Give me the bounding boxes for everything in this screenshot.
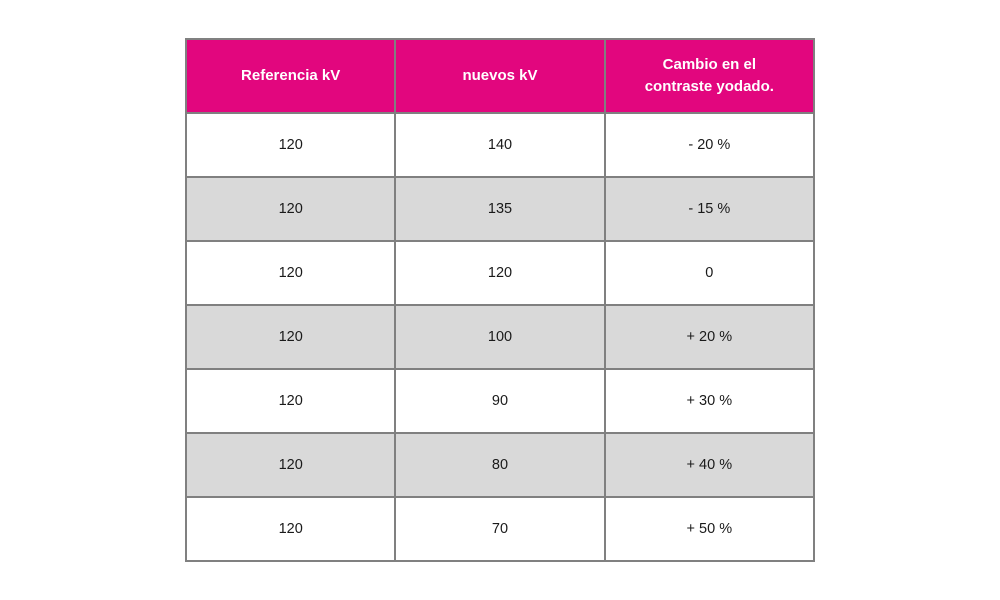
header-cell-cambio-contraste: Cambio en el contraste yodado. bbox=[603, 38, 816, 114]
table-cell: 135 bbox=[394, 176, 606, 242]
header-cell-referencia-kv: Referencia kV bbox=[184, 38, 397, 114]
table-cell: 120 bbox=[394, 240, 606, 306]
table-cell: + 30 % bbox=[603, 368, 816, 434]
table-row: 120 90 + 30 % bbox=[184, 368, 816, 434]
table-cell: 120 bbox=[184, 176, 397, 242]
table-cell: - 20 % bbox=[603, 112, 816, 178]
table-row: 120 80 + 40 % bbox=[184, 432, 816, 498]
table-cell: 120 bbox=[184, 496, 397, 562]
table-body: 120 140 - 20 % 120 135 - 15 % 120 120 0 … bbox=[184, 112, 816, 562]
table-cell: 0 bbox=[603, 240, 816, 306]
table-cell: - 15 % bbox=[603, 176, 816, 242]
table-cell: + 40 % bbox=[603, 432, 816, 498]
table-cell: 90 bbox=[394, 368, 606, 434]
table-row: 120 100 + 20 % bbox=[184, 304, 816, 370]
table-row: 120 135 - 15 % bbox=[184, 176, 816, 242]
table-cell: + 50 % bbox=[603, 496, 816, 562]
table-cell: 140 bbox=[394, 112, 606, 178]
table-row: 120 120 0 bbox=[184, 240, 816, 306]
table-cell: + 20 % bbox=[603, 304, 816, 370]
table-cell: 80 bbox=[394, 432, 606, 498]
table-cell: 120 bbox=[184, 432, 397, 498]
kv-contrast-table: Referencia kV nuevos kV Cambio en el con… bbox=[184, 38, 816, 562]
table-cell: 100 bbox=[394, 304, 606, 370]
table-cell: 120 bbox=[184, 368, 397, 434]
table-cell: 70 bbox=[394, 496, 606, 562]
header-cell-nuevos-kv: nuevos kV bbox=[394, 38, 606, 114]
header-row: Referencia kV nuevos kV Cambio en el con… bbox=[184, 38, 816, 114]
table-cell: 120 bbox=[184, 112, 397, 178]
table-header: Referencia kV nuevos kV Cambio en el con… bbox=[184, 38, 816, 114]
table-cell: 120 bbox=[184, 240, 397, 306]
table-row: 120 140 - 20 % bbox=[184, 112, 816, 178]
table-row: 120 70 + 50 % bbox=[184, 496, 816, 562]
table-cell: 120 bbox=[184, 304, 397, 370]
